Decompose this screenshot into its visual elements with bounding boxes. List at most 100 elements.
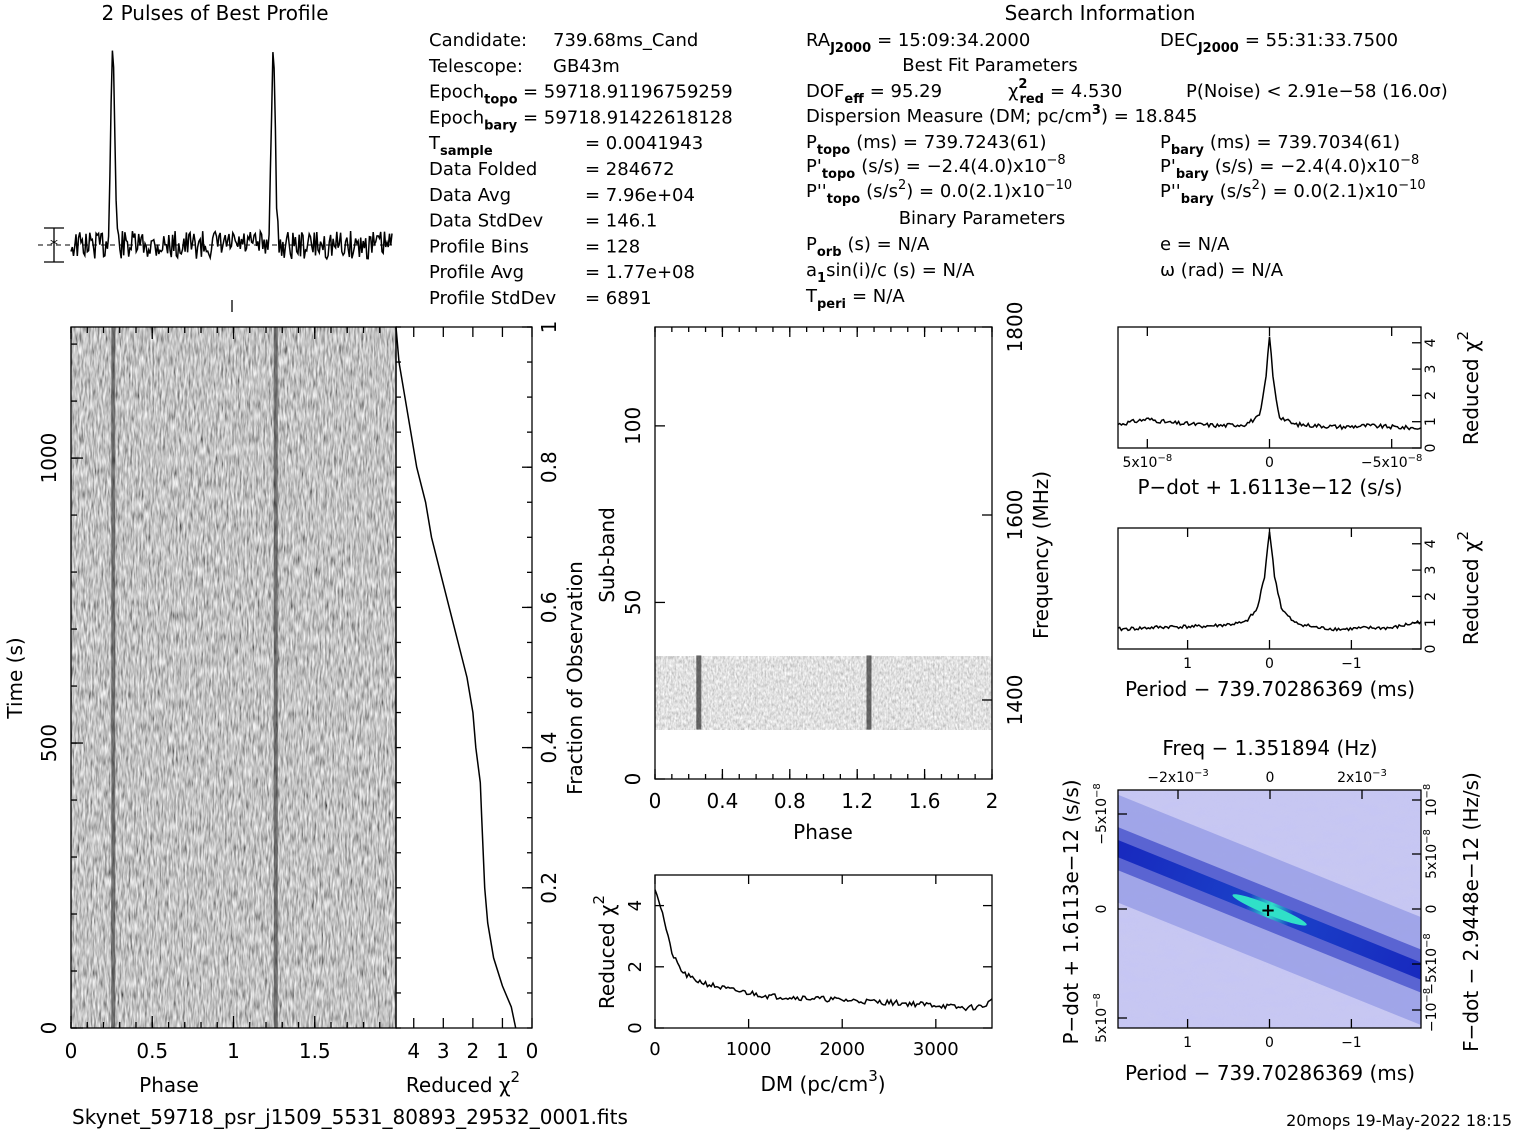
info-left-label: Candidate: [429,30,527,51]
pdot-chi2-curve [1117,336,1422,431]
xtick-label: 0 [1265,656,1274,672]
info-left-label: Epochtopo [429,82,518,108]
pp-xtick: 1 [1183,1035,1192,1051]
sb-y2tick: 1400 [1003,675,1027,726]
svg-text:P''bary(s/s2) = 0.0(2.1)x10−10: P''bary (s/s2) = 0.0(2.1)x10−10 [1160,178,1426,207]
xtick-label: 0 [1265,455,1274,471]
pc-ylabel-right: Reduced χ [1459,540,1483,645]
sb-ytick: 100 [621,407,645,445]
svg-text:a1sin(i)/c (s) = N/A: a1sin(i)/c (s) = N/A [806,260,975,286]
info-left-label: Data Avg [429,185,511,206]
omega-value: ω (rad) = N/A [1160,260,1284,281]
info-left-label: Data Folded [429,159,537,180]
pp-title: Freq − 1.351894 (Hz) [1162,736,1377,760]
ytick-label: 3 [1423,566,1439,575]
a1-value: sin(i)/c (s) = N/A [826,260,975,281]
sb-xtick: 0.4 [706,789,738,813]
info-left-label: Profile Bins [429,236,529,257]
dm-xlabel: DM (pc/cm [760,1072,868,1096]
svg-text:Tperi= N/A: Tperi = N/A [805,286,905,312]
xtick-label: 2000 [819,1039,865,1060]
pp-y2tick: 0 [1424,905,1440,914]
pp-y2tick: 5x10−8 [1422,829,1440,879]
pp-xtick: −1 [1341,1035,1362,1051]
pp-y2tick: 10−8 [1422,784,1440,817]
info-left-value: = 59718.91196759259 [523,82,733,103]
tp-ytick: 0 [37,1022,61,1035]
svg-text:Reduced χ2: Reduced χ2 [590,895,619,1009]
xtick-label: 5x10−8 [1122,453,1172,471]
sb-xtick: 0 [649,789,662,813]
ra-sub: J2000 [829,41,871,56]
info-left-label: Epochbary [429,107,518,133]
search-title: Search Information [1005,1,1196,25]
ytick-label: 0 [625,1022,646,1033]
info-left-label: Profile Avg [429,262,524,283]
pp-y2tick: −10−8 [1422,988,1440,1032]
ppdot-plot: + 1 0 −1−2x10−3 0 2x10−35x10−80−5x10−8−10−8−… [1059,736,1483,1085]
chi-sup: 2 [1018,77,1027,92]
ytick-label: 2 [1423,592,1439,601]
pnoise-value: P(Noise) < 2.91e−58 (16.0σ) [1186,81,1448,102]
info-left-label: Tsample [428,133,493,159]
svg-text:Ptopo(ms) = 739.7243(61): Ptopo (ms) = 739.7243(61) [806,132,1047,158]
ytick-label: 2 [625,961,646,972]
info-left-block: Candidate: 739.68ms_Cand Telescope: GB43m Ep… [428,30,733,309]
pp-ytick: 0 [1094,905,1110,914]
svg-text:Pbary(ms) = 739.7034(61): Pbary (ms) = 739.7034(61) [1160,132,1400,158]
svg-text:P'bary(s/s) = −2.4(4.0)x10−8: P'bary (s/s) = −2.4(4.0)x10−8 [1160,153,1419,182]
ra-label: RA [806,30,831,51]
binary-title: Binary Parameters [899,208,1066,229]
sb-ylabel: Sub-band [595,507,619,603]
pp-ylabel-right: F−dot − 2.9448e−12 (Hz/s) [1459,772,1483,1052]
sb-y2tick: 1800 [1003,302,1027,353]
svg-text:DECJ2000= 55:31:33.7500: DECJ2000 = 55:31:33.7500 [1160,30,1398,56]
subband-phase-plot: 0 0.4 0.8 1.2 1.6 2 0 50 100 1400 1600 1800 Phase S… [595,302,1053,844]
tp-xtick: 1.5 [299,1039,331,1063]
tc-xtick: 1 [496,1039,509,1063]
info-left-value: = 128 [585,236,640,257]
pdtopo-value: (s/s) = −2.4(4.0)x10 [861,156,1046,177]
profile-title: 2 Pulses of Best Profile [102,1,329,25]
pdot-chi2-frame [1117,326,1422,449]
tc-ytick: 1 [537,321,561,334]
sb-xtick: 0.8 [774,789,806,813]
pp-ylabel: P−dot + 1.6113e−12 (s/s) [1059,779,1083,1044]
ytick-label: 0 [1423,645,1439,654]
tp-ytick: 500 [37,724,61,762]
pp-y2tick: −5x10−8 [1422,933,1440,995]
pddtopo-value: (s/s [866,181,898,202]
info-left-label: Data StdDev [429,211,544,232]
svg-text:DOFeff= 95.29: DOFeff = 95.29 [806,81,942,107]
pp-ytick: −5x10−8 [1092,783,1110,845]
subband-pulse [696,655,702,730]
tc-ytick: 0.8 [537,451,561,483]
sb-y2tick: 1600 [1003,490,1027,541]
pulse-track [273,327,278,1028]
dec-value: = 55:31:33.7500 [1245,30,1398,51]
dm-chi2-plot: 0 1000 2000 3000 0 2 4 DM (pc/cm3) Reduced χ2 [590,874,993,1096]
xtick-label: 0 [649,1039,660,1060]
info-left-value: = 0.0041943 [585,133,703,154]
time-chi2-plot: 4 3 2 1 00.20.40.60.81 Reduced χ2 Fraction o… [395,321,587,1097]
pp-x2tick: −2x10−3 [1147,768,1209,786]
dec-label: DEC [1160,30,1198,51]
pd-ylabel-right: Reduced χ [1459,340,1483,445]
chi-value: = 4.530 [1050,81,1122,102]
time-phase-image [71,327,396,1028]
dof-label: DOF [806,81,844,102]
tc-xtick: 3 [437,1039,450,1063]
tperi-value: = N/A [852,286,905,307]
info-left-value: 739.68ms_Cand [553,30,698,51]
pddbary-value: (s/s [1220,181,1252,202]
time-chi2-curve [395,326,517,1029]
ecc-value: e = N/A [1160,234,1230,255]
tp-ylabel: Time (s) [3,637,27,719]
profile-curve [70,50,393,261]
dm-ylabel: Reduced χ [595,904,619,1009]
pp-x2tick: 0 [1266,770,1275,786]
tc-ytick: 0.6 [537,591,561,623]
